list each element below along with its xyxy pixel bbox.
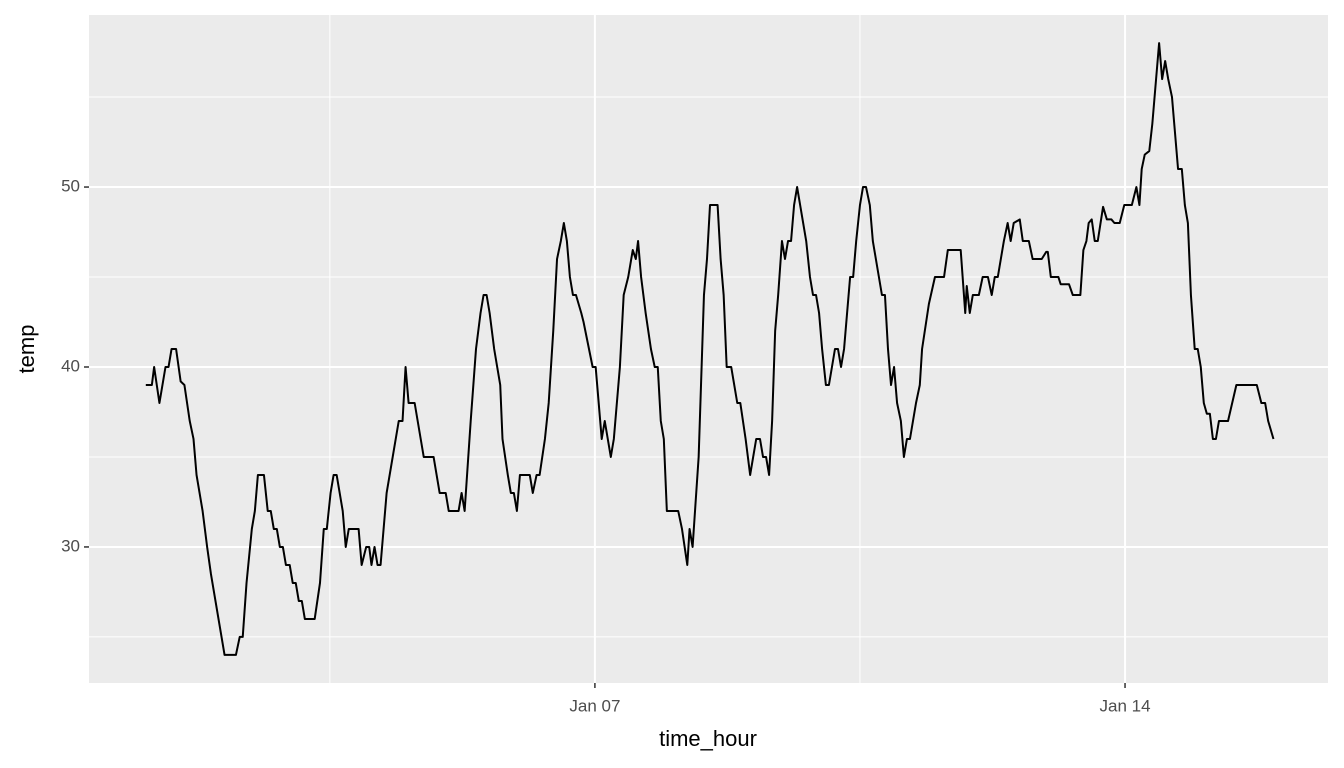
x-tick-label: Jan 14 xyxy=(1100,696,1151,715)
y-axis-title: temp xyxy=(14,325,39,374)
x-tick-label: Jan 07 xyxy=(569,696,620,715)
panel xyxy=(89,15,1328,683)
y-tick-label: 40 xyxy=(61,356,80,375)
line xyxy=(145,42,1275,656)
y-tick-label: 30 xyxy=(61,536,80,555)
y-tick-label: 50 xyxy=(61,177,80,196)
x-axis-title: time_hour xyxy=(659,726,757,751)
